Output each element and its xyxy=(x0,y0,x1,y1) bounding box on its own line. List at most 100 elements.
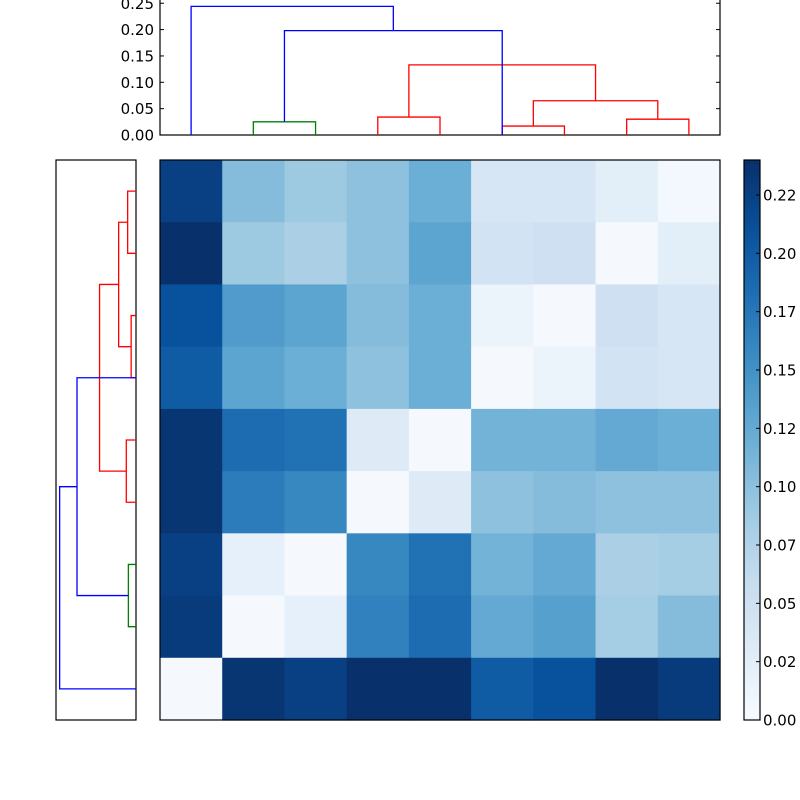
heatmap-cell xyxy=(657,346,721,410)
heatmap-cell xyxy=(657,284,721,348)
heatmap-cell xyxy=(284,346,348,410)
y-tick-label: 0.15 xyxy=(121,47,154,65)
heatmap-cell xyxy=(160,471,223,534)
heatmap-cell xyxy=(471,284,534,348)
left-dendrogram xyxy=(55,159,137,721)
y-tick-label: 0.10 xyxy=(121,74,154,92)
heatmap-cell xyxy=(471,346,534,410)
heatmap-cell xyxy=(346,533,410,597)
heatmap-cell xyxy=(222,160,286,223)
heatmap-cell xyxy=(657,657,721,721)
heatmap xyxy=(159,159,721,721)
colorbar-tick-label: 0.12 xyxy=(763,420,796,438)
heatmap-cell xyxy=(346,284,410,348)
heatmap-cell xyxy=(595,657,659,721)
heatmap-cell xyxy=(471,595,534,659)
colorbar-tick-label: 0.22 xyxy=(763,187,796,205)
heatmap-cell xyxy=(657,471,721,534)
colorbar-tick-label: 0.02 xyxy=(763,653,796,671)
heatmap-cell xyxy=(284,657,348,721)
heatmap-cell xyxy=(471,222,534,286)
heatmap-cell xyxy=(471,160,534,223)
heatmap-cell xyxy=(657,222,721,286)
heatmap-cell xyxy=(595,160,659,223)
colorbar-tick-label: 0.15 xyxy=(763,362,796,380)
heatmap-cell xyxy=(346,657,410,721)
heatmap-cell xyxy=(346,595,410,659)
colorbar-tick-label: 0.05 xyxy=(763,595,796,613)
left-dendrogram-frame xyxy=(55,159,137,721)
heatmap-cell xyxy=(284,471,348,534)
heatmap-cell xyxy=(657,408,721,472)
heatmap-cell xyxy=(533,222,597,286)
colorbar: 0.00 0.02 0.05 0.07 0.10 0.12 0.15 0.17 0.20 0.22 xyxy=(743,159,796,730)
heatmap-cell xyxy=(408,222,472,286)
top-dendrogram-y-axis: 0.00 0.05 0.10 0.15 0.20 0.25 xyxy=(121,0,720,145)
heatmap-cell xyxy=(222,533,286,597)
heatmap-cell xyxy=(595,284,659,348)
y-tick-label: 0.00 xyxy=(121,127,154,145)
left-dendrogram-link xyxy=(59,486,136,690)
heatmap-cell xyxy=(595,222,659,286)
heatmap-cell xyxy=(284,408,348,472)
heatmap-cell xyxy=(284,284,348,348)
top-dendrogram-frame xyxy=(159,0,721,136)
heatmap-cell xyxy=(657,533,721,597)
heatmap-cell xyxy=(222,408,286,472)
heatmap-cell xyxy=(160,657,223,721)
y-tick-label: 0.20 xyxy=(121,21,154,39)
heatmap-cell xyxy=(222,471,286,534)
heatmap-cell xyxy=(160,346,223,410)
heatmap-cell xyxy=(346,222,410,286)
heatmap-cell xyxy=(533,408,597,472)
colorbar-gradient xyxy=(743,159,761,721)
heatmap-cell xyxy=(222,595,286,659)
heatmap-cell xyxy=(533,595,597,659)
heatmap-cell xyxy=(408,595,472,659)
heatmap-cell xyxy=(595,533,659,597)
y-tick-label: 0.25 xyxy=(121,0,154,13)
heatmap-cell xyxy=(471,471,534,534)
top-dendrogram xyxy=(159,0,721,136)
heatmap-cell xyxy=(408,657,472,721)
heatmap-cell xyxy=(595,346,659,410)
top-dendrogram-link xyxy=(190,5,394,135)
heatmap-cell xyxy=(284,533,348,597)
heatmap-cell xyxy=(346,408,410,472)
heatmap-cell xyxy=(284,160,348,223)
heatmap-cell xyxy=(533,346,597,410)
heatmap-cell xyxy=(533,533,597,597)
heatmap-cell xyxy=(408,346,472,410)
heatmap-cell xyxy=(533,657,597,721)
heatmap-cell xyxy=(284,595,348,659)
heatmap-cell xyxy=(595,471,659,534)
heatmap-cell xyxy=(533,471,597,534)
heatmap-cell xyxy=(533,284,597,348)
heatmap-cell xyxy=(657,595,721,659)
heatmap-cell xyxy=(408,160,472,223)
heatmap-frame xyxy=(159,159,721,721)
heatmap-cell xyxy=(222,284,286,348)
heatmap-cell xyxy=(222,657,286,721)
heatmap-cell xyxy=(471,657,534,721)
colorbar-tick-label: 0.10 xyxy=(763,478,796,496)
heatmap-cell xyxy=(160,222,223,286)
heatmap-cell xyxy=(160,533,223,597)
heatmap-cell xyxy=(160,595,223,659)
colorbar-tick-label: 0.00 xyxy=(763,712,796,730)
heatmap-cell xyxy=(408,533,472,597)
heatmap-cell xyxy=(284,222,348,286)
heatmap-cell xyxy=(222,222,286,286)
heatmap-cell xyxy=(408,408,472,472)
heatmap-cell xyxy=(346,346,410,410)
heatmap-cell xyxy=(160,160,223,223)
heatmap-cell xyxy=(471,533,534,597)
colorbar-tick-label: 0.20 xyxy=(763,245,796,263)
heatmap-cell xyxy=(346,160,410,223)
heatmap-cell xyxy=(222,346,286,410)
colorbar-tick-label: 0.17 xyxy=(763,303,796,321)
heatmap-cell xyxy=(471,408,534,472)
colorbar-tick-label: 0.07 xyxy=(763,537,796,555)
y-tick-label: 0.05 xyxy=(121,100,154,118)
